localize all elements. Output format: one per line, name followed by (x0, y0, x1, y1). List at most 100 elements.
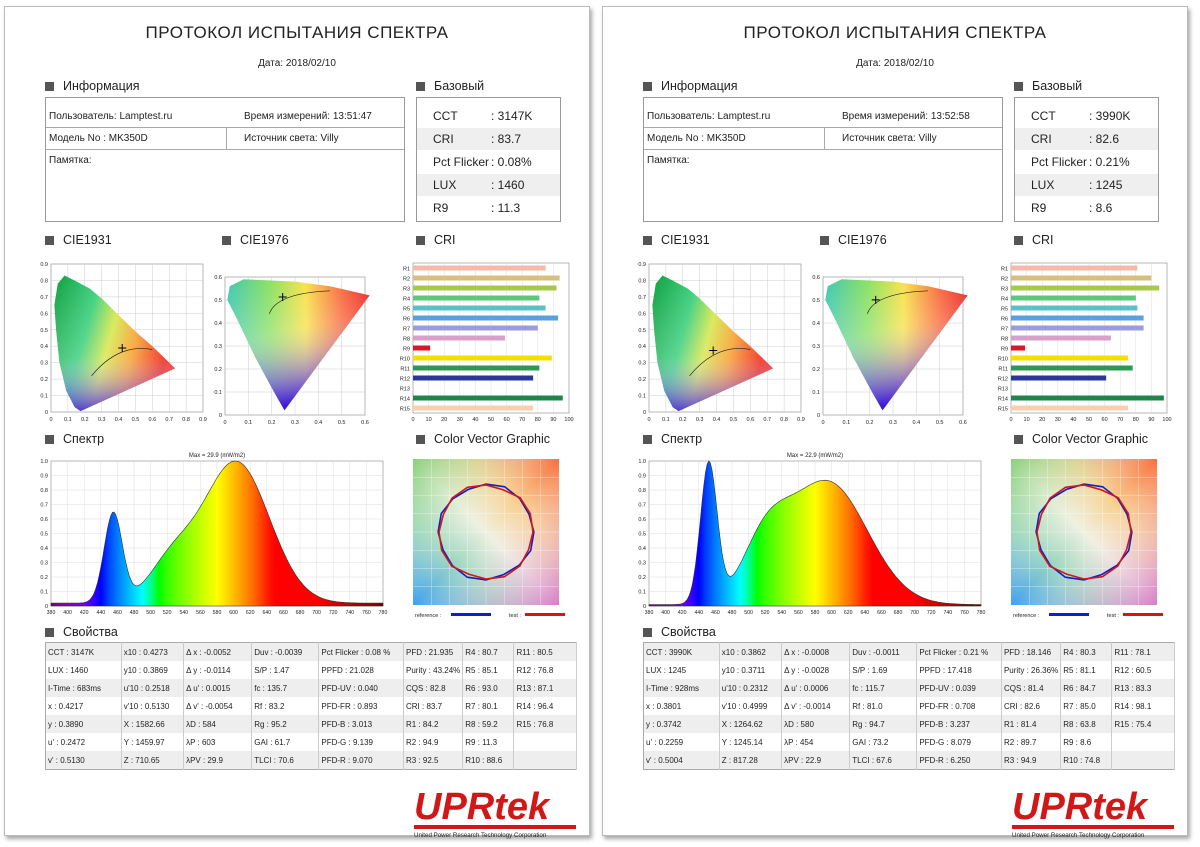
cri-x-tick: 40 (472, 417, 478, 423)
properties-row: I-Time : 928ms u'10 : 0.2312 Δ u' : 0.0006… (643, 679, 1175, 697)
spectrum-y-tick: 0.9 (40, 474, 48, 480)
cri-bar-label: R3 (403, 287, 410, 293)
cri-bar (413, 395, 563, 401)
properties-cell: PFD-UV : 0.039 (916, 679, 1002, 697)
section-marker-icon (643, 235, 652, 245)
cri-bar-label: R10 (400, 357, 410, 363)
properties-cell: Δ y : -0.0114 (183, 661, 253, 679)
section-marker-icon (45, 81, 54, 91)
cri-x-tick: 80 (535, 417, 541, 423)
properties-row: y : 0.3890 X : 1582.66 λD : 584 Rg : 95.2 PF… (45, 715, 577, 733)
cri-x-tick: 80 (1133, 417, 1139, 423)
cri-bar (1011, 265, 1138, 271)
basic-row: R9: 8.6 (1015, 197, 1158, 219)
basic-value: : 3990K (1089, 109, 1131, 123)
cie1976-x-tick: 0 (223, 420, 226, 426)
properties-cell: Y : 1245.14 (719, 733, 783, 751)
spectrum-x-tick: 520 (761, 610, 770, 616)
spectrum-curve (648, 460, 982, 607)
basic-row: CRI: 83.7 (417, 128, 560, 150)
cie1931-gamut-shade (652, 275, 774, 412)
spectrum-x-tick: 400 (63, 610, 72, 616)
info-model: Модель No : MK350D (647, 133, 746, 144)
spectrum-y-tick: 0.6 (638, 517, 646, 523)
cri-bar (413, 265, 546, 271)
basic-key: Pct Flicker (1031, 155, 1088, 169)
basic-key: R9 (1031, 201, 1047, 215)
properties-cell: Purity : 26.36% (1001, 661, 1062, 679)
properties-cell: R1 : 84.2 (403, 715, 464, 733)
section-marker-icon (643, 627, 652, 637)
cri-x-tick: 70 (519, 417, 525, 423)
spectrum-x-tick: 660 (279, 610, 288, 616)
chromaticity-point-marker (118, 344, 127, 353)
section-info-heading: Информация (45, 79, 140, 93)
section-info-heading: Информация (643, 79, 738, 93)
cri-bar (1011, 335, 1111, 341)
spectrum-x-tick: 700 (312, 610, 321, 616)
properties-cell: S/P : 1.47 (251, 661, 320, 679)
report-page: ПРОТОКОЛ ИСПЫТАНИЯ СПЕКТРА Дата: 2018/02… (4, 6, 590, 839)
cie1976-y-tick: 0.5 (812, 298, 820, 304)
cri-x-tick: 100 (564, 417, 573, 423)
cie1976-y-tick: 0.6 (812, 275, 820, 281)
cie1931-y-tick: 0 (45, 410, 48, 416)
properties-table: CCT : 3990K x10 : 0.3862 Δ x : -0.0008 Duv … (643, 642, 1175, 770)
cri-bar-label: R12 (400, 377, 410, 383)
section-cie1931-heading: CIE1931 (643, 233, 710, 247)
spectrum-x-tick: 600 (827, 610, 836, 616)
properties-cell: R9 : 11.3 (462, 733, 515, 751)
cie1931-x-tick: 0.1 (64, 417, 72, 423)
cie1976-y-tick: 0.2 (812, 367, 820, 373)
cri-bar (413, 335, 506, 341)
properties-row: x : 0.4217 v'10 : 0.5130 Δ v' : -0.0054 Rf … (45, 697, 577, 715)
properties-cell: v' : 0.5130 (45, 751, 122, 770)
properties-cell: v'10 : 0.4999 (719, 697, 783, 715)
basic-value: : 83.7 (491, 132, 522, 146)
basic-value: : 3147K (491, 109, 533, 123)
properties-cell: R13 : 87.1 (513, 679, 577, 697)
cie1931-x-tick: 0.6 (149, 417, 157, 423)
chromaticity-point-marker (278, 293, 287, 302)
properties-cell: R5 : 85.1 (462, 661, 515, 679)
spectrum-y-tick: 0.4 (638, 546, 646, 552)
section-cri-heading: CRI (1014, 233, 1054, 247)
cri-bar (1011, 295, 1136, 301)
cri-bar-label: R6 (1001, 317, 1008, 323)
spectrum-x-tick: 680 (894, 610, 903, 616)
properties-cell: PFD : 18.146 (1001, 642, 1062, 661)
cie1931-y-tick: 0.8 (638, 278, 646, 284)
cie1931-x-tick: 0.2 (679, 417, 687, 423)
properties-cell: Rg : 94.7 (849, 715, 918, 733)
properties-row: v' : 0.5130 Z : 710.65 λPV : 29.9 TLCI : 70… (45, 751, 577, 770)
cvg-reference-polygon (437, 483, 535, 581)
cie1931-x-tick: 0.2 (81, 417, 89, 423)
info-divider (824, 127, 825, 149)
properties-cell: R10 : 74.8 (1060, 751, 1113, 770)
cvg-legend-reference: reference : (415, 613, 442, 619)
properties-cell: GAI : 61.7 (251, 733, 320, 751)
spectrum-x-tick: 420 (678, 610, 687, 616)
cri-bar (413, 365, 540, 371)
section-cie1931-heading: CIE1931 (45, 233, 112, 247)
section-marker-icon (222, 235, 231, 245)
info-divider (46, 127, 404, 128)
properties-cell: PFD : 21.935 (403, 642, 464, 661)
properties-cell: X : 1582.66 (121, 715, 185, 733)
cie1931-chart: 0 0.1 0.2 0.3 0.4 0.5 0.6 0.7 0.8 0.9 0 0.1 0.2 0.3 0.… (638, 262, 804, 423)
properties-cell: R12 : 76.8 (513, 661, 577, 679)
properties-cell: R2 : 94.9 (403, 733, 464, 751)
spectrum-x-tick: 420 (80, 610, 89, 616)
basic-key: LUX (1031, 178, 1055, 192)
cri-bar-label: R9 (403, 347, 410, 353)
spectrum-y-tick: 0.7 (40, 503, 48, 509)
section-marker-icon (416, 434, 425, 444)
report-page: ПРОТОКОЛ ИСПЫТАНИЯ СПЕКТРА Дата: 2018/02… (602, 6, 1188, 839)
spectrum-x-tick: 480 (130, 610, 139, 616)
cie1931-y-tick: 0.6 (40, 311, 48, 317)
info-divider (644, 149, 1002, 150)
properties-cell (513, 751, 577, 770)
cie1931-x-tick: 0.7 (165, 417, 173, 423)
cie1931-x-tick: 0.4 (713, 417, 721, 423)
section-cvg-heading: Color Vector Graphic (416, 432, 550, 446)
